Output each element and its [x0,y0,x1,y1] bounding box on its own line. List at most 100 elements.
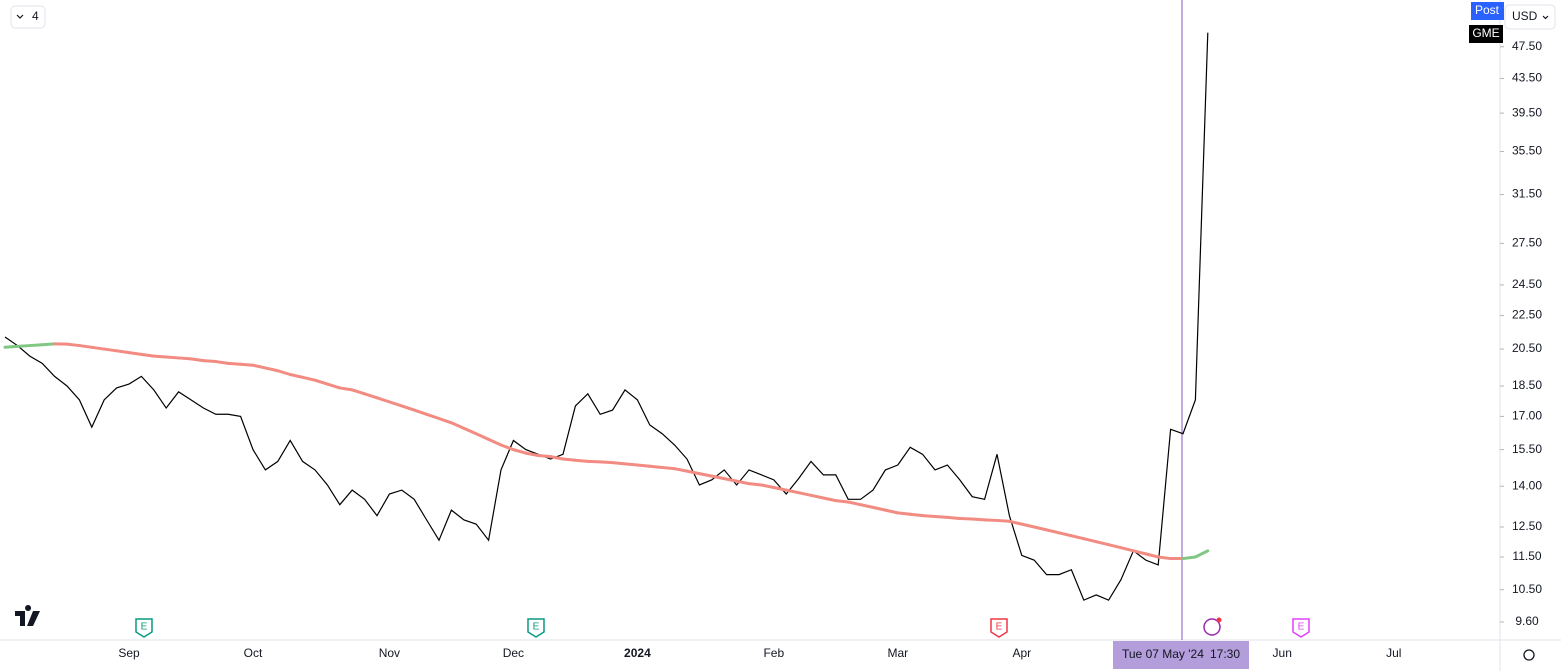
x-tick-label: Apr [1012,646,1031,660]
earnings-marker [135,618,153,638]
moving-average-segment [511,448,528,455]
moving-average-segment [1032,525,1049,532]
chevron-icon [16,14,24,19]
moving-average-segment [177,356,193,361]
moving-average-segment [40,342,57,347]
moving-average-segment [958,516,974,521]
moving-average-segment [722,477,739,483]
moving-average-segment [685,469,701,476]
moving-average-segment [226,361,243,366]
moving-average-segment [412,408,429,416]
logo-shape [15,605,40,626]
session-label: Post [1475,3,1500,17]
moving-average-segment [871,505,887,512]
tv-logo [15,605,40,626]
moving-average-segment [747,482,763,487]
moving-average-segment [1107,543,1123,550]
moving-average-segment [90,345,106,351]
moving-average-segment [1020,522,1036,529]
moving-average-segment [598,460,615,465]
y-tick-label: 12.50 [1512,519,1542,533]
moving-average-segment [375,396,391,404]
moving-average-segment [1007,519,1024,526]
moving-average-segment [908,512,925,518]
y-tick-label: 39.50 [1512,105,1542,119]
y-tick-label: 24.50 [1512,277,1542,291]
moving-average-segment [437,417,453,425]
moving-average-segment [487,437,503,447]
earnings-marker [1292,618,1310,638]
earnings-label: E [533,622,540,633]
moving-average-segment [983,518,999,522]
moving-average-segment [288,372,305,379]
moving-average-segment [127,351,143,356]
moving-average-segment [809,493,825,500]
y-tick-label: 9.60 [1515,614,1539,628]
moving-average-segment [3,344,19,349]
moving-average-segment [325,382,342,390]
moving-average-segment [301,375,317,382]
moving-average-segment [350,388,367,396]
flash-icon [1203,618,1221,636]
moving-average-segment [400,404,416,412]
settings-icon[interactable] [1523,649,1535,661]
moving-average-segment [524,451,540,457]
moving-average-segment [15,344,32,348]
y-tick-label: 20.50 [1512,341,1542,355]
moving-average-segment [1156,555,1173,561]
earnings-marker [527,618,545,638]
moving-average-segment [933,515,949,519]
moving-average-segment [139,352,156,358]
moving-average-segment [536,453,553,459]
y-tick-label: 43.50 [1512,71,1542,85]
moving-average-segment [1119,546,1135,553]
moving-average-segment [462,426,478,436]
x-tick-label: 2024 [624,646,651,660]
moving-average-segment [1057,531,1073,538]
moving-average-segment [797,491,813,497]
earnings-label: E [996,622,1003,633]
moving-average-segment [549,455,565,461]
y-tick-label: 35.50 [1512,144,1542,158]
moving-average-segment [115,349,131,355]
moving-average-segment [276,369,292,376]
moving-average-segment [846,500,863,507]
flash-dot [1216,617,1222,623]
x-tick-label: Jul [1386,646,1401,660]
moving-average-segment [387,400,404,408]
interval-button-box[interactable] [10,5,46,29]
x-tick-label: Feb [763,646,784,660]
session-badge [1471,2,1504,20]
moving-average-segment [263,366,280,373]
moving-average-segment [164,355,181,360]
moving-average-segment [710,474,726,481]
moving-average-segment [1144,552,1160,559]
moving-average-segment [1069,534,1086,541]
moving-average-segment [363,392,379,400]
crosshair-date: Tue 07 May '24 [1122,647,1204,661]
currency-button[interactable]: USD [1504,4,1556,30]
interval-button[interactable]: 4 [10,5,46,29]
earnings-marker [990,618,1008,638]
interval-label: 4 [32,9,39,23]
crosshair-label-box [1113,641,1249,669]
y-tick-label: 17.00 [1512,409,1542,423]
y-tick-label: 31.50 [1512,187,1542,201]
moving-average-segment [189,357,205,363]
x-tick-label: Dec [503,646,524,660]
moving-average-segment [201,359,218,364]
earnings-label: E [1298,622,1305,633]
y-tick-label: 18.50 [1512,378,1542,392]
currency-box[interactable] [1504,4,1556,30]
moving-average-segment [1082,537,1098,544]
moving-average-segment [611,461,627,466]
moving-average-segment [648,464,664,469]
moving-average-segment [28,343,44,348]
moving-average-segment [834,499,850,504]
moving-average-segment [896,511,912,516]
moving-average-segment [995,518,1011,523]
y-tick-label: 14.00 [1512,478,1542,492]
y-tick-label: 22.50 [1512,308,1542,322]
